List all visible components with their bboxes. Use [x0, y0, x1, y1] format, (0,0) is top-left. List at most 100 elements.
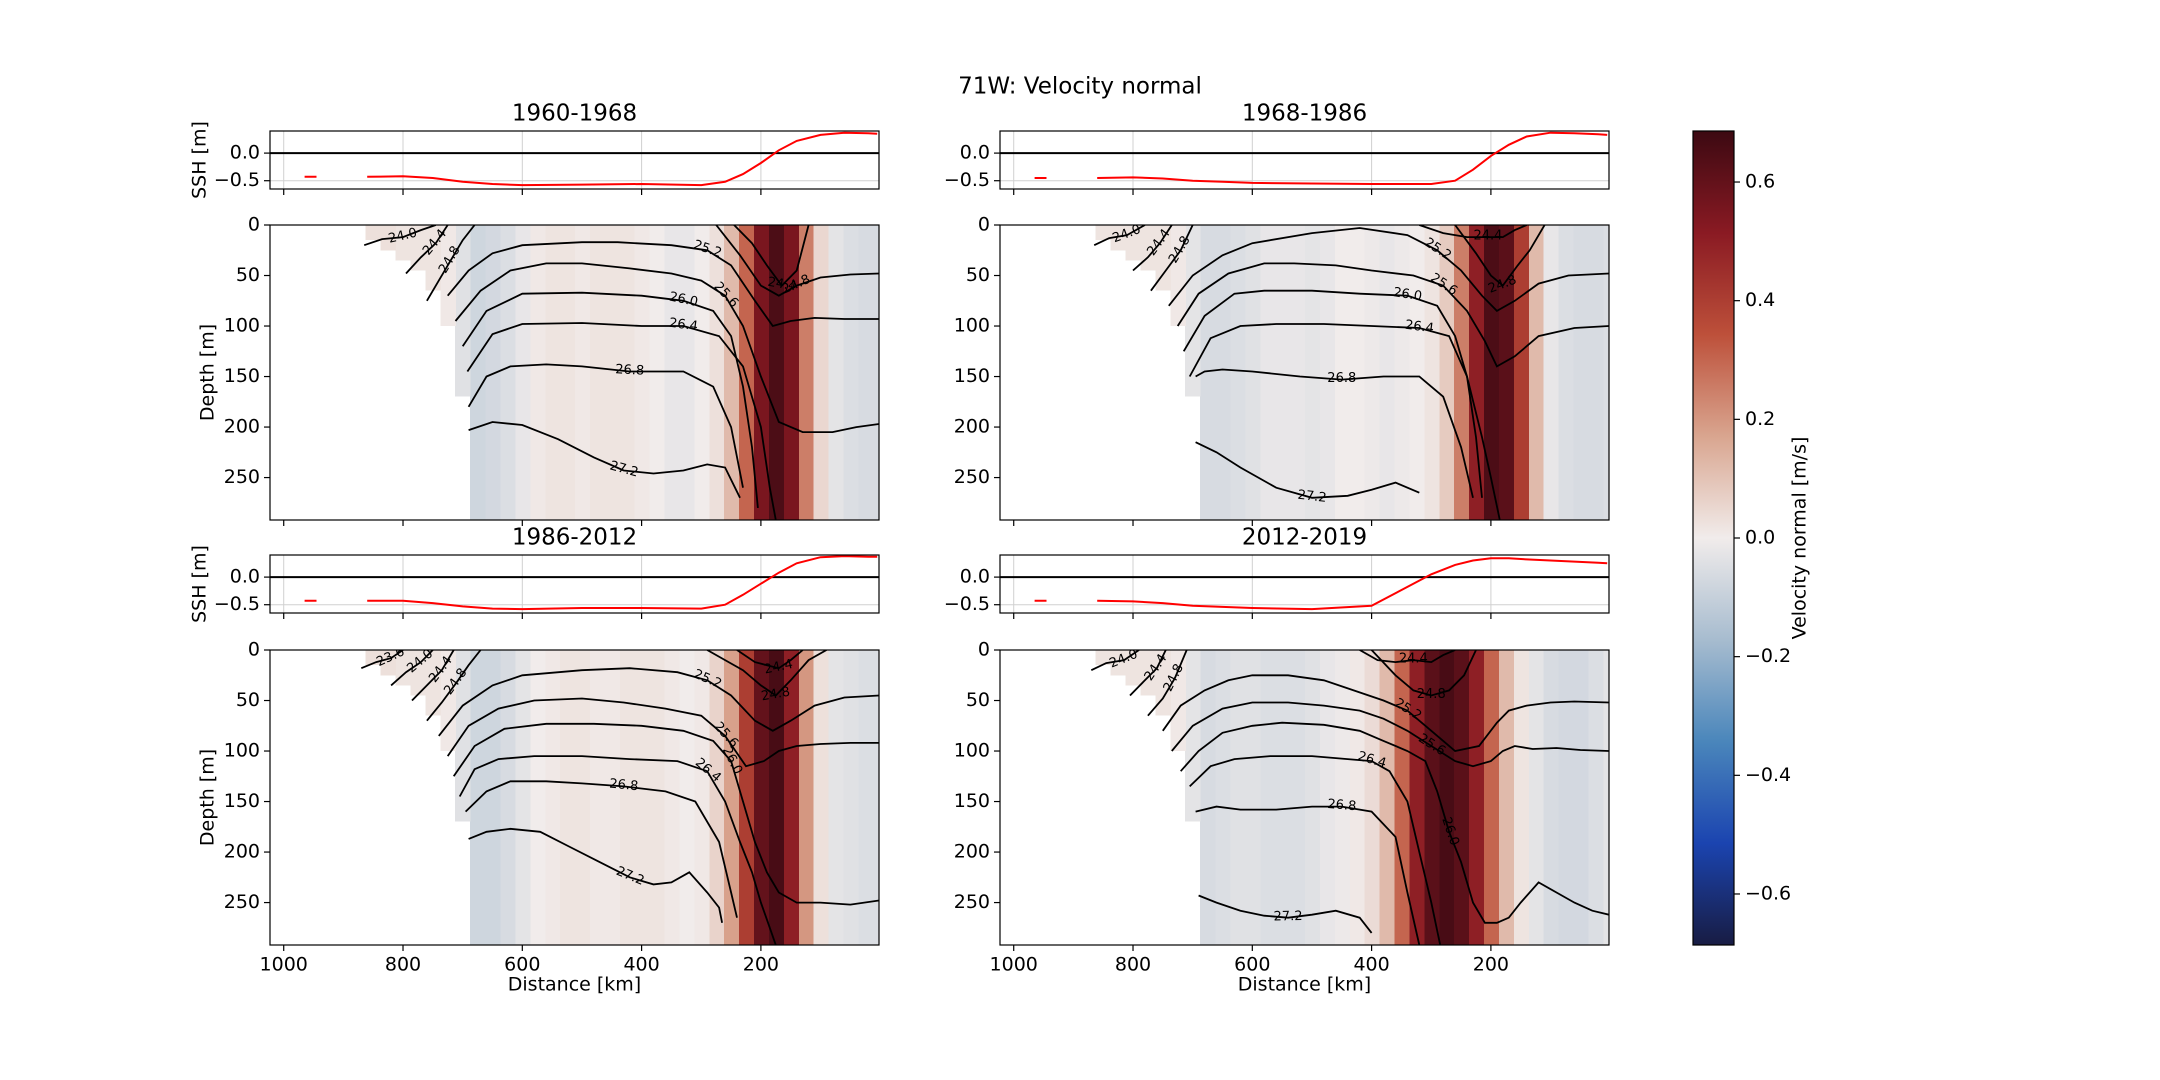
contour-label: 24.0 [387, 226, 419, 247]
axes-frame [999, 130, 1610, 190]
velocity-cell [1483, 225, 1499, 520]
contour-label: 26.0 [668, 289, 699, 310]
x-tick-label: 200 [743, 954, 779, 976]
velocity-cell [544, 650, 561, 945]
velocity-cell [514, 650, 531, 945]
velocity-cell [589, 650, 605, 945]
y-tick-label: 150 [224, 365, 260, 387]
velocity-cell [753, 225, 769, 520]
isopycnal [1129, 650, 1456, 697]
velocity-cell [768, 650, 784, 945]
colorbar-tick-label: −0.6 [1745, 882, 1791, 904]
isopycnal [411, 650, 804, 702]
panel-title: 1968-1986 [1242, 101, 1367, 127]
velocity-cell [738, 225, 755, 520]
velocity-cell [828, 650, 844, 945]
velocity-cell [649, 225, 665, 520]
y-tick-label: 0.0 [230, 566, 260, 588]
y-tick-label: 200 [954, 416, 990, 438]
y-tick-label: 100 [954, 315, 990, 337]
isopycnal [438, 667, 879, 737]
velocity-cell [1319, 225, 1335, 520]
velocity-cell [1602, 650, 1609, 945]
y-axis-label: Depth [m] [197, 324, 219, 421]
velocity-cell [1155, 650, 1171, 716]
velocity-cell [1498, 225, 1514, 520]
contour-label: 26.8 [1327, 797, 1357, 814]
velocity-cell [857, 650, 874, 945]
velocity-cell [485, 225, 501, 520]
y-tick-label: 150 [954, 790, 990, 812]
y-tick-label: −0.5 [214, 593, 260, 615]
colorbar-tick-label: 0.0 [1745, 527, 1775, 549]
ssh-line [1034, 131, 1608, 185]
velocity-cell [529, 650, 546, 945]
y-tick-label: −0.5 [944, 169, 990, 191]
velocity-cell [1364, 650, 1380, 945]
y-tick-label: 50 [236, 689, 260, 711]
isopycnal [466, 322, 777, 520]
contour-label: 24.4 [1399, 652, 1428, 667]
y-tick-label: 100 [954, 740, 990, 762]
contour-label: 27.2 [1297, 488, 1327, 506]
y-tick-label: 100 [224, 315, 260, 337]
isopycnal [1180, 721, 1609, 924]
colorbar-tick-label: 0.6 [1745, 171, 1775, 193]
velocity-cell [1423, 225, 1440, 520]
velocity-cell [1185, 650, 1201, 822]
isopycnal [1189, 755, 1442, 945]
velocity-cell [559, 225, 576, 520]
velocity-cell [1498, 650, 1514, 945]
velocity-cell [857, 225, 874, 520]
velocity-cell [619, 225, 635, 520]
isopycnal [468, 827, 723, 923]
velocity-cell [872, 650, 879, 945]
axes-frame [269, 649, 880, 946]
y-tick-label: 0 [978, 214, 990, 236]
x-tick-label: 200 [1473, 954, 1509, 976]
velocity-cell [1155, 225, 1171, 291]
velocity-cell [708, 650, 725, 945]
velocity-cell [529, 225, 546, 520]
isopycnal [405, 225, 810, 287]
y-tick-label: 0.0 [960, 142, 990, 164]
velocity-cell [1558, 225, 1574, 520]
velocity-cell [1349, 650, 1365, 945]
velocity-cell [1393, 650, 1410, 945]
colorbar-tick-label: 0.4 [1745, 289, 1775, 311]
y-tick-label: 250 [224, 466, 260, 488]
isopycnal [1195, 441, 1420, 499]
panel-title: 1986-2012 [512, 525, 637, 551]
velocity-cell [798, 225, 814, 520]
velocity-cell [1095, 650, 1112, 666]
contour-label: 24.8 [1417, 687, 1446, 702]
isopycnal [464, 780, 738, 918]
velocity-cell [395, 225, 412, 261]
contour-label: 27.2 [1273, 909, 1302, 925]
x-tick-label: 400 [1353, 954, 1389, 976]
axes-frame [999, 649, 1610, 946]
velocity-cell [693, 650, 710, 945]
velocity-cell [1215, 225, 1231, 520]
velocity-cell [559, 650, 576, 945]
isopycnal [454, 262, 879, 433]
isopycnal [452, 722, 879, 906]
colorbar-tick-label: −0.4 [1745, 764, 1791, 786]
y-tick-label: 250 [954, 891, 990, 913]
velocity-cell [1289, 225, 1306, 520]
isopycnal [1150, 225, 1546, 292]
velocity-cell [1453, 650, 1470, 945]
velocity-cell [470, 650, 486, 945]
y-tick-label: 150 [224, 790, 260, 812]
velocity-cell [813, 650, 829, 945]
velocity-cell [455, 650, 471, 822]
velocity-cell [485, 650, 501, 945]
velocity-cell [753, 650, 769, 945]
axes-frame [1692, 130, 1735, 946]
isopycnal [1171, 701, 1609, 768]
velocity-cell [1453, 225, 1470, 520]
velocity-cell [589, 225, 605, 520]
velocity-cell [1110, 225, 1127, 251]
isopycnal [1195, 368, 1474, 499]
velocity-cell [842, 225, 859, 520]
